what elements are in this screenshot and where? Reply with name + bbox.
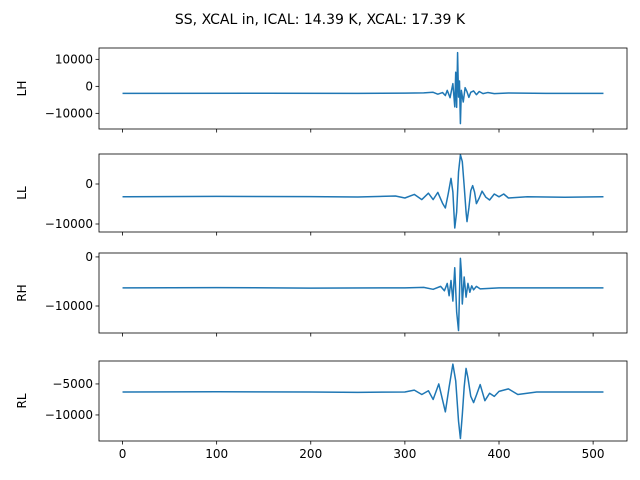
y-axis-label: RL bbox=[15, 393, 29, 408]
subplot-panels: 10000 0 −10000 LH 0 −10000 LL 0 −10000 RH −5000 −10… bbox=[15, 47, 628, 461]
y-tick-label: −10000 bbox=[45, 408, 93, 422]
x-tick-label: 400 bbox=[488, 447, 511, 461]
y-tick-label: 0 bbox=[85, 80, 93, 94]
y-tick-label: −10000 bbox=[45, 217, 93, 231]
y-tick-label: 10000 bbox=[55, 53, 93, 67]
subplot-lh: 10000 0 −10000 LH bbox=[15, 47, 628, 133]
x-tick-label: 0 bbox=[119, 447, 127, 461]
series-line-ll bbox=[122, 154, 604, 229]
y-tick-label: 0 bbox=[85, 177, 93, 191]
y-tick-label: 0 bbox=[85, 250, 93, 264]
axes-frame bbox=[98, 360, 628, 442]
series-line-rl bbox=[122, 363, 604, 440]
series-line-rh bbox=[122, 257, 604, 332]
subplot-rh: 0 −10000 RH bbox=[15, 250, 628, 337]
y-tick-label: −10000 bbox=[45, 299, 93, 313]
subplot-rl: −5000 −10000 RL 0 100 200 300 400 500 bbox=[15, 360, 628, 461]
x-tick-label: 500 bbox=[582, 447, 605, 461]
axes-frame bbox=[98, 153, 628, 233]
series-line-lh bbox=[122, 51, 604, 125]
y-tick-label: −10000 bbox=[45, 107, 93, 121]
x-tick-label: 200 bbox=[299, 447, 322, 461]
x-tick-label: 100 bbox=[205, 447, 228, 461]
x-tick-label: 300 bbox=[393, 447, 416, 461]
y-tick-label: −5000 bbox=[52, 377, 93, 391]
subplot-ll: 0 −10000 LL bbox=[15, 153, 628, 236]
figure-title: SS, XCAL in, ICAL: 14.39 K, XCAL: 17.39 … bbox=[175, 12, 466, 28]
y-axis-label: LH bbox=[15, 81, 29, 97]
y-axis-label: RH bbox=[15, 284, 29, 301]
axes-frame bbox=[98, 252, 628, 334]
y-axis-label: LL bbox=[15, 186, 29, 200]
axes-frame bbox=[98, 47, 628, 130]
